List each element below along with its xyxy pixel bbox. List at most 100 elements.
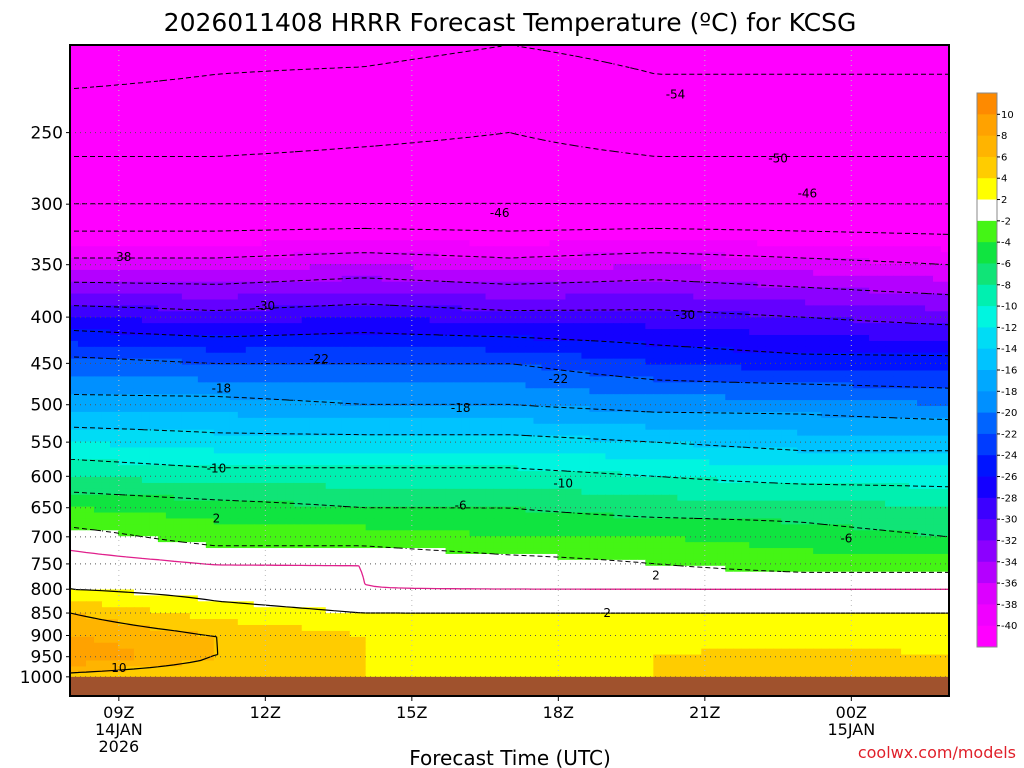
temperature-cell bbox=[77, 151, 87, 159]
temperature-cell bbox=[781, 62, 790, 70]
temperature-cell bbox=[541, 204, 551, 212]
temperature-cell bbox=[661, 133, 670, 141]
temperature-cell bbox=[261, 175, 271, 182]
temperature-cell bbox=[829, 198, 838, 206]
temperature-cell bbox=[125, 299, 135, 306]
temperature-cell bbox=[661, 68, 670, 76]
temperature-cell bbox=[277, 269, 287, 277]
temperature-cell bbox=[549, 204, 559, 212]
temperature-cell bbox=[797, 269, 806, 277]
temperature-cell bbox=[541, 181, 551, 188]
temperature-cell bbox=[245, 157, 255, 164]
temperature-cell bbox=[389, 127, 399, 135]
temperature-cell bbox=[77, 139, 87, 147]
temperature-cell bbox=[221, 110, 231, 117]
temperature-cell bbox=[453, 181, 463, 188]
temperature-cell bbox=[181, 275, 191, 283]
temperature-cell bbox=[701, 62, 710, 70]
temperature-cell bbox=[165, 74, 175, 82]
temperature-cell bbox=[589, 240, 598, 247]
temperature-cell bbox=[141, 269, 151, 277]
temperature-cell bbox=[237, 252, 247, 259]
temperature-cell bbox=[349, 252, 359, 259]
temperature-cell bbox=[389, 198, 399, 206]
temperature-cell bbox=[437, 287, 447, 295]
temperature-cell bbox=[669, 157, 678, 164]
temperature-cell bbox=[173, 80, 183, 88]
temperature-cell bbox=[109, 80, 119, 88]
temperature-cell bbox=[941, 210, 949, 218]
temperature-cell bbox=[669, 305, 678, 312]
temperature-cell bbox=[941, 45, 949, 52]
temperature-cell bbox=[117, 98, 127, 105]
temperature-cell bbox=[629, 157, 638, 164]
temperature-cell bbox=[85, 45, 95, 52]
temperature-cell bbox=[701, 287, 710, 295]
temperature-cell bbox=[805, 228, 814, 235]
temperature-cell bbox=[389, 169, 399, 176]
temperature-cell bbox=[901, 258, 910, 265]
temperature-cell bbox=[773, 145, 782, 153]
temperature-cell bbox=[133, 80, 143, 88]
temperature-cell bbox=[197, 133, 207, 141]
temperature-cell bbox=[757, 139, 766, 147]
temperature-cell bbox=[125, 222, 135, 230]
temperature-cell bbox=[149, 293, 159, 301]
temperature-cell bbox=[621, 287, 630, 295]
temperature-cell bbox=[917, 275, 926, 283]
temperature-cell bbox=[141, 74, 151, 82]
temperature-cell bbox=[357, 133, 367, 141]
temperature-cell bbox=[645, 275, 654, 283]
temperature-cell bbox=[501, 192, 511, 200]
temperature-cell bbox=[709, 98, 718, 105]
temperature-cell bbox=[677, 104, 686, 111]
temperature-cell bbox=[405, 246, 415, 253]
temperature-cell bbox=[325, 56, 335, 64]
temperature-cell bbox=[117, 222, 127, 230]
temperature-cell bbox=[213, 133, 223, 141]
temperature-cell bbox=[293, 269, 303, 277]
temperature-cell bbox=[877, 86, 886, 93]
temperature-cell bbox=[349, 45, 359, 52]
temperature-cell bbox=[181, 216, 191, 224]
temperature-cell bbox=[789, 104, 798, 111]
temperature-cell bbox=[581, 222, 591, 230]
temperature-cell bbox=[541, 80, 551, 88]
temperature-cell bbox=[813, 68, 822, 76]
temperature-cell bbox=[509, 281, 519, 289]
temperature-cell bbox=[117, 181, 127, 188]
temperature-cell bbox=[541, 86, 551, 93]
temperature-cell bbox=[725, 187, 734, 194]
temperature-cell bbox=[517, 127, 527, 135]
temperature-cell bbox=[621, 240, 630, 247]
temperature-cell bbox=[933, 62, 942, 70]
temperature-cell bbox=[749, 258, 758, 265]
temperature-cell bbox=[917, 110, 926, 117]
temperature-cell bbox=[869, 222, 878, 230]
temperature-cell bbox=[149, 121, 159, 129]
temperature-cell bbox=[909, 116, 918, 123]
temperature-cell bbox=[77, 246, 87, 253]
temperature-cell bbox=[221, 56, 231, 64]
temperature-cell bbox=[869, 234, 878, 241]
temperature-cell bbox=[357, 151, 367, 159]
temperature-cell bbox=[677, 163, 686, 170]
temperature-cell bbox=[157, 281, 167, 289]
temperature-cell bbox=[541, 263, 551, 271]
temperature-cell bbox=[125, 163, 135, 170]
temperature-cell bbox=[789, 121, 798, 129]
temperature-cell bbox=[301, 127, 311, 135]
temperature-cell bbox=[437, 121, 447, 129]
temperature-cell bbox=[93, 181, 103, 188]
temperature-cell bbox=[693, 281, 702, 289]
temperature-cell bbox=[341, 68, 351, 76]
temperature-cell bbox=[677, 175, 686, 182]
temperature-cell bbox=[885, 299, 894, 306]
temperature-cell bbox=[645, 293, 654, 301]
temperature-cell bbox=[605, 181, 614, 188]
temperature-cell bbox=[309, 104, 319, 111]
temperature-cell bbox=[173, 175, 183, 182]
temperature-cell bbox=[349, 246, 359, 253]
temperature-cell bbox=[101, 45, 111, 52]
temperature-cell bbox=[485, 246, 495, 253]
